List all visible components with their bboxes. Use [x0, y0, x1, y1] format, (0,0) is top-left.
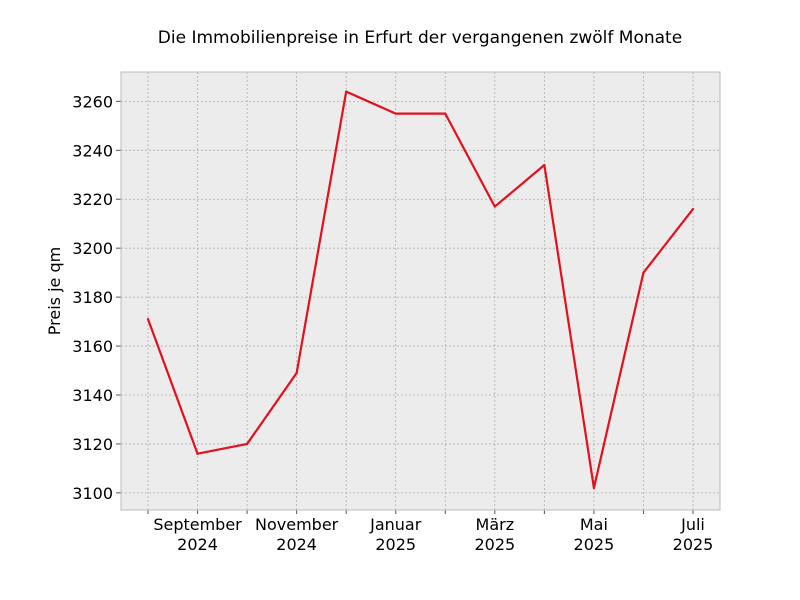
data-point	[295, 371, 298, 375]
y-axis-label: Preis je qm	[45, 247, 64, 335]
x-tick-label: Mai 2025	[574, 515, 615, 554]
y-tick-label: 3100	[72, 484, 113, 503]
data-point	[642, 271, 645, 274]
axis-ticks: 3100 3120 3140 3160 3180 3200 3220 3240 3260 Sept…	[72, 92, 713, 554]
data-point	[444, 112, 447, 115]
data-point	[394, 112, 397, 115]
y-tick-label: 3260	[72, 92, 113, 111]
data-series	[146, 90, 695, 490]
y-tick-label: 3220	[72, 190, 113, 209]
series-line	[146, 90, 694, 490]
y-tick-label: 3200	[72, 239, 113, 258]
x-tick-label: März 2025	[474, 515, 515, 554]
y-tick-label: 3140	[72, 386, 113, 405]
data-point	[245, 442, 249, 446]
y-tick-label: 3180	[72, 288, 113, 307]
x-tick-label: September 2024	[153, 515, 242, 554]
x-tick-label: Januar 2025	[369, 515, 422, 554]
data-point	[345, 90, 348, 93]
data-point	[146, 318, 150, 321]
y-tick-label: 3160	[72, 337, 113, 356]
data-point	[493, 205, 496, 208]
y-tick-label: 3120	[72, 435, 113, 454]
x-tick-label: November 2024	[255, 515, 339, 554]
grid-lines	[121, 72, 720, 510]
plot-area	[121, 72, 720, 510]
y-tick-label: 3240	[72, 141, 113, 160]
data-point	[543, 163, 546, 167]
data-point	[691, 207, 695, 211]
data-point	[196, 452, 199, 455]
plot-frame	[120, 71, 721, 511]
x-tick-label: Juli 2025	[673, 515, 714, 554]
data-point	[592, 486, 596, 490]
chart-title: Die Immobilienpreise in Erfurt der verga…	[158, 28, 682, 48]
